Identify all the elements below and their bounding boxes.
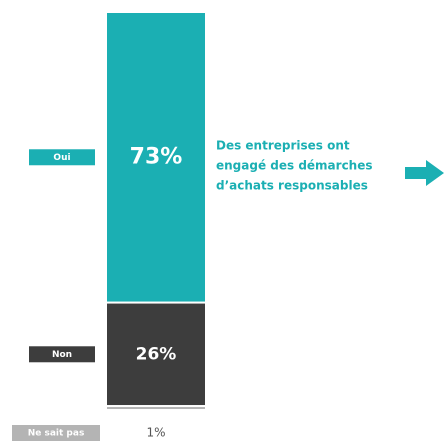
annotation: engagé des démarches: [216, 159, 373, 173]
arrow: [405, 160, 444, 186]
category-label: Non: [52, 350, 72, 360]
bar-segment: [105, 11, 207, 304]
category-label: Oui: [53, 153, 70, 163]
category-box: [29, 346, 95, 363]
value-label: 26%: [136, 344, 177, 364]
value-label: 73%: [130, 144, 183, 169]
value-label: 1%: [146, 426, 165, 440]
annotation: d’achats responsables: [216, 179, 368, 193]
category-box: [29, 149, 95, 166]
bar-segment: [105, 301, 207, 408]
annotation: Des entreprises ont: [216, 139, 350, 153]
category-label: Ne sait pas: [28, 429, 85, 439]
category-box: [12, 425, 100, 441]
